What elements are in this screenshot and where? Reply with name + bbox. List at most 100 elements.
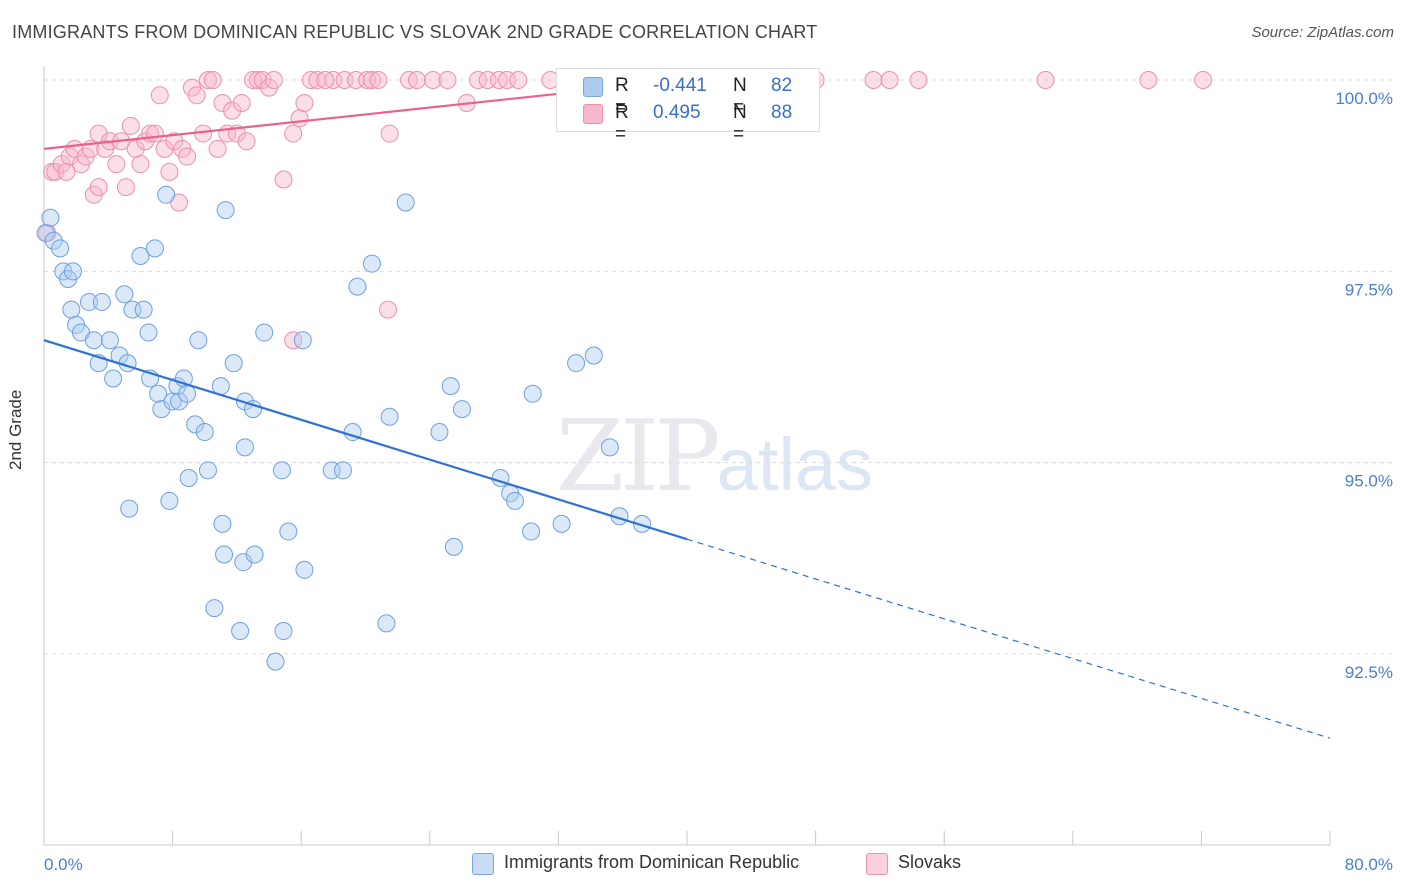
data-point-dominican	[186, 415, 205, 434]
data-point-dominican	[92, 292, 111, 311]
data-point-dominican	[41, 208, 60, 227]
y-tick-label: 92.5%	[1345, 663, 1393, 682]
data-point-dominican	[104, 369, 123, 388]
data-point-dominican	[100, 331, 119, 350]
correlation-legend: R = -0.441 N = 82 R = 0.495 N = 88	[556, 68, 820, 145]
data-point-slovaks	[178, 147, 197, 166]
data-point-dominican	[131, 247, 150, 266]
data-point-dominican	[600, 438, 619, 457]
data-point-slovaks	[57, 162, 76, 181]
data-point-slovaks	[469, 71, 488, 89]
data-point-dominican	[266, 652, 285, 671]
data-point-slovaks	[880, 71, 899, 89]
data-point-slovaks	[295, 93, 314, 112]
data-point-dominican	[348, 277, 367, 296]
data-point-dominican	[157, 185, 176, 204]
data-point-dominican	[224, 354, 243, 373]
data-point-slovaks	[369, 71, 388, 89]
data-point-dominican	[179, 468, 198, 487]
y-tick-label: 97.5%	[1345, 280, 1393, 299]
data-point-dominican	[441, 377, 460, 396]
data-point-slovaks	[424, 71, 443, 89]
data-point-dominican	[160, 491, 179, 510]
data-point-dominican	[274, 622, 293, 641]
data-point-slovaks	[316, 71, 335, 89]
legend-swatch-pink	[583, 104, 603, 124]
data-point-slovaks	[274, 170, 293, 189]
data-point-slovaks	[290, 109, 309, 128]
data-point-dominican	[44, 231, 63, 250]
legend-r-label: R =	[615, 102, 629, 145]
data-point-slovaks	[107, 155, 126, 174]
y-tick-label: 95.0%	[1345, 472, 1393, 491]
data-point-slovaks	[1139, 71, 1158, 89]
data-point-dominican	[120, 499, 139, 518]
data-point-slovaks	[155, 139, 174, 158]
data-point-dominican	[444, 537, 463, 556]
data-point-dominican	[80, 292, 99, 311]
x-tick-label: 0.0%	[44, 855, 83, 874]
data-point-dominican	[51, 239, 70, 258]
data-point-slovaks	[150, 86, 169, 105]
data-point-dominican	[293, 331, 312, 350]
data-point-dominican	[396, 193, 415, 212]
data-point-dominican	[584, 346, 603, 365]
data-point-dominican	[255, 323, 274, 342]
data-point-dominican	[139, 323, 158, 342]
axes	[43, 66, 1331, 846]
legend-r-value: -0.441	[653, 75, 707, 96]
data-point-dominican	[195, 423, 214, 442]
data-point-dominican	[380, 407, 399, 426]
data-point-slovaks	[213, 93, 232, 112]
data-point-dominican	[145, 239, 164, 258]
data-point-dominican	[505, 491, 524, 510]
data-point-slovaks	[208, 139, 227, 158]
data-point-slovaks	[379, 300, 398, 319]
data-point-dominican	[279, 522, 298, 541]
chart-title: IMMIGRANTS FROM DOMINICAN REPUBLIC VS SL…	[12, 22, 818, 42]
data-point-dominican	[178, 384, 197, 403]
data-point-dominican	[522, 522, 541, 541]
trend-line-dominican-extension	[686, 538, 1331, 739]
data-point-slovaks	[284, 331, 303, 350]
legend-n-label: N =	[733, 75, 747, 118]
data-point-dominican	[430, 423, 449, 442]
data-point-slovaks	[407, 71, 426, 89]
series-dominican-points	[36, 185, 651, 671]
legend-n-label: N =	[733, 102, 747, 145]
data-point-slovaks	[203, 71, 222, 89]
data-point-slovaks	[121, 116, 140, 135]
data-point-slovaks	[284, 124, 303, 143]
data-point-slovaks	[1036, 71, 1055, 89]
data-point-dominican	[231, 622, 250, 641]
data-point-slovaks	[116, 178, 135, 197]
data-point-dominican	[216, 201, 235, 220]
legend-n-value: 82	[771, 75, 793, 96]
legend-r-value: 0.495	[653, 102, 701, 123]
data-point-dominican	[567, 354, 586, 373]
y-tick-label: 100.0%	[1335, 89, 1393, 108]
data-point-dominican	[149, 384, 168, 403]
data-point-slovaks	[243, 71, 262, 89]
data-point-slovaks	[438, 71, 457, 89]
data-point-dominican	[552, 514, 571, 533]
legend-swatch-blue	[583, 77, 603, 97]
data-point-slovaks	[223, 101, 242, 120]
x-tick-label: 80.0%	[1345, 855, 1393, 874]
data-point-slovaks	[509, 71, 528, 89]
data-point-dominican	[452, 400, 471, 419]
data-point-dominican	[63, 262, 82, 281]
tick-labels: 92.5% 95.0% 97.5% 100.0% 0.0% 80.0%	[44, 89, 1393, 874]
data-point-slovaks	[864, 71, 883, 89]
data-point-slovaks	[131, 155, 150, 174]
data-point-dominican	[213, 514, 232, 533]
data-point-slovaks	[160, 162, 179, 181]
data-point-dominican	[62, 300, 81, 319]
watermark-zip: ZIP	[556, 400, 721, 514]
data-point-dominican	[295, 560, 314, 579]
data-point-dominican	[245, 545, 264, 564]
data-point-dominican	[84, 331, 103, 350]
data-point-slovaks	[264, 71, 283, 89]
data-point-dominican	[235, 438, 254, 457]
